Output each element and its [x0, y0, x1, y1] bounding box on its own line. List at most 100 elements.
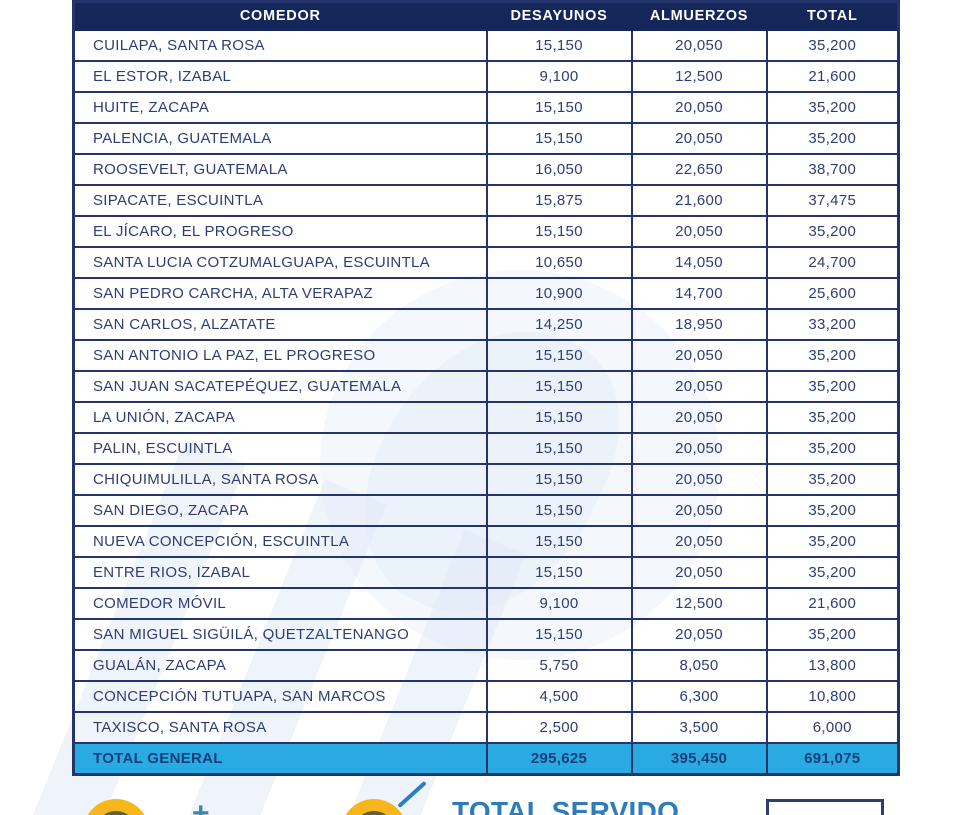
- total-cell: 37,475: [765, 184, 900, 217]
- meal-coin-inner: [357, 811, 391, 815]
- total-cell: 35,200: [765, 339, 900, 372]
- almuerzos-cell: 20,050: [630, 215, 768, 248]
- desayunos-cell: 15,150: [485, 618, 633, 651]
- desayunos-cell: 15,150: [485, 401, 633, 434]
- total-cell: 24,700: [765, 246, 900, 279]
- comedor-cell: HUITE, ZACAPA: [72, 91, 488, 124]
- total-row: TOTAL GENERAL 295,625 395,450 691,075: [72, 742, 900, 776]
- desayunos-cell: 15,150: [485, 525, 633, 558]
- desayunos-cell: 15,150: [485, 91, 633, 124]
- total-cell: 35,200: [765, 432, 900, 465]
- comedor-cell: GUALÁN, ZACAPA: [72, 649, 488, 682]
- table-row: SAN MIGUEL SIGÜILÁ, QUETZALTENANGO 15,150…: [72, 618, 900, 651]
- desayunos-cell: 15,150: [485, 29, 633, 62]
- column-header-almuerzos: ALMUERZOS: [630, 0, 768, 31]
- total-cell: 35,200: [765, 215, 900, 248]
- total-cell: 35,200: [765, 370, 900, 403]
- table-row: SANTA LUCIA COTZUMALGUAPA, ESCUINTLA 10,6…: [72, 246, 900, 279]
- table-row: GUALÁN, ZACAPA 5,750 8,050 13,800: [72, 649, 900, 682]
- desayunos-cell: 14,250: [485, 308, 633, 341]
- almuerzos-cell: 22,650: [630, 153, 768, 186]
- table-row: SAN DIEGO, ZACAPA 15,150 20,050 35,200: [72, 494, 900, 527]
- plus-sign: +: [192, 797, 210, 815]
- almuerzos-cell: 20,050: [630, 370, 768, 403]
- almuerzos-cell: 20,050: [630, 339, 768, 372]
- total-row-label: TOTAL GENERAL: [72, 742, 488, 776]
- comedor-cell: SANTA LUCIA COTZUMALGUAPA, ESCUINTLA: [72, 246, 488, 279]
- total-cell: 25,600: [765, 277, 900, 310]
- table-row: TAXISCO, SANTA ROSA 2,500 3,500 6,000: [72, 711, 900, 744]
- meal-coin-icon: [83, 799, 149, 815]
- almuerzos-cell: 20,050: [630, 122, 768, 155]
- total-cell: 35,200: [765, 91, 900, 124]
- comedor-cell: EL JÍCARO, EL PROGRESO: [72, 215, 488, 248]
- desayunos-cell: 4,500: [485, 680, 633, 713]
- desayunos-cell: 15,150: [485, 215, 633, 248]
- total-cell: 21,600: [765, 587, 900, 620]
- table-row: PALIN, ESCUINTLA 15,150 20,050 35,200: [72, 432, 900, 465]
- comedor-cell: ENTRE RIOS, IZABAL: [72, 556, 488, 589]
- almuerzos-cell: 20,050: [630, 432, 768, 465]
- table-row: SIPACATE, ESCUINTLA 15,875 21,600 37,475: [72, 184, 900, 217]
- comedor-cell: PALIN, ESCUINTLA: [72, 432, 488, 465]
- total-cell: 35,200: [765, 122, 900, 155]
- desayunos-cell: 10,650: [485, 246, 633, 279]
- comedor-cell: SAN DIEGO, ZACAPA: [72, 494, 488, 527]
- total-cell: 21,600: [765, 60, 900, 93]
- total-cell: 35,200: [765, 556, 900, 589]
- table-row: EL JÍCARO, EL PROGRESO 15,150 20,050 35,200: [72, 215, 900, 248]
- desayunos-cell: 10,900: [485, 277, 633, 310]
- almuerzos-cell: 20,050: [630, 618, 768, 651]
- table-row: SAN PEDRO CARCHA, ALTA VERAPAZ 10,900 14,7…: [72, 277, 900, 310]
- meal-coin-inner: [99, 811, 133, 815]
- almuerzos-cell: 21,600: [630, 184, 768, 217]
- comedor-cell: SAN MIGUEL SIGÜILÁ, QUETZALTENANGO: [72, 618, 488, 651]
- total-cell: 35,200: [765, 618, 900, 651]
- column-header-desayunos: DESAYUNOS: [485, 0, 633, 31]
- desayunos-cell: 16,050: [485, 153, 633, 186]
- total-cell: 13,800: [765, 649, 900, 682]
- total-row-desayunos: 295,625: [485, 742, 633, 776]
- almuerzos-cell: 12,500: [630, 60, 768, 93]
- almuerzos-cell: 20,050: [630, 401, 768, 434]
- almuerzos-cell: 14,700: [630, 277, 768, 310]
- table-row: NUEVA CONCEPCIÓN, ESCUINTLA 15,150 20,050 3…: [72, 525, 900, 558]
- desayunos-cell: 9,100: [485, 60, 633, 93]
- comedor-cell: COMEDOR MÓVIL: [72, 587, 488, 620]
- desayunos-cell: 15,150: [485, 556, 633, 589]
- almuerzos-cell: 8,050: [630, 649, 768, 682]
- desayunos-cell: 2,500: [485, 711, 633, 744]
- total-cell: 10,800: [765, 680, 900, 713]
- total-cell: 33,200: [765, 308, 900, 341]
- column-header-comedor: COMEDOR: [72, 0, 488, 31]
- almuerzos-cell: 20,050: [630, 463, 768, 496]
- desayunos-cell: 9,100: [485, 587, 633, 620]
- total-cell: 35,200: [765, 494, 900, 527]
- meal-coin-icon: [341, 799, 407, 815]
- almuerzos-cell: 20,050: [630, 494, 768, 527]
- table-row: LA UNIÓN, ZACAPA 15,150 20,050 35,200: [72, 401, 900, 434]
- comedor-cell: EL ESTOR, IZABAL: [72, 60, 488, 93]
- total-servido-title: TOTAL SERVIDO: [452, 796, 680, 815]
- comedor-cell: NUEVA CONCEPCIÓN, ESCUINTLA: [72, 525, 488, 558]
- total-cell: 35,200: [765, 401, 900, 434]
- almuerzos-cell: 3,500: [630, 711, 768, 744]
- table-row: ROOSEVELT, GUATEMALA 16,050 22,650 38,700: [72, 153, 900, 186]
- comedor-cell: SIPACATE, ESCUINTLA: [72, 184, 488, 217]
- total-cell: 6,000: [765, 711, 900, 744]
- comedor-cell: CHIQUIMULILLA, SANTA ROSA: [72, 463, 488, 496]
- table-row: SAN JUAN SACATEPÉQUEZ, GUATEMALA 15,150 20…: [72, 370, 900, 403]
- almuerzos-cell: 14,050: [630, 246, 768, 279]
- total-cell: 35,200: [765, 29, 900, 62]
- desayunos-cell: 15,150: [485, 432, 633, 465]
- desayunos-cell: 15,150: [485, 463, 633, 496]
- total-cell: 35,200: [765, 463, 900, 496]
- comedor-cell: SAN PEDRO CARCHA, ALTA VERAPAZ: [72, 277, 488, 310]
- desayunos-cell: 15,150: [485, 494, 633, 527]
- desayunos-cell: 15,150: [485, 370, 633, 403]
- almuerzos-cell: 18,950: [630, 308, 768, 341]
- desayunos-cell: 15,150: [485, 339, 633, 372]
- almuerzos-cell: 20,050: [630, 91, 768, 124]
- comedor-cell: TAXISCO, SANTA ROSA: [72, 711, 488, 744]
